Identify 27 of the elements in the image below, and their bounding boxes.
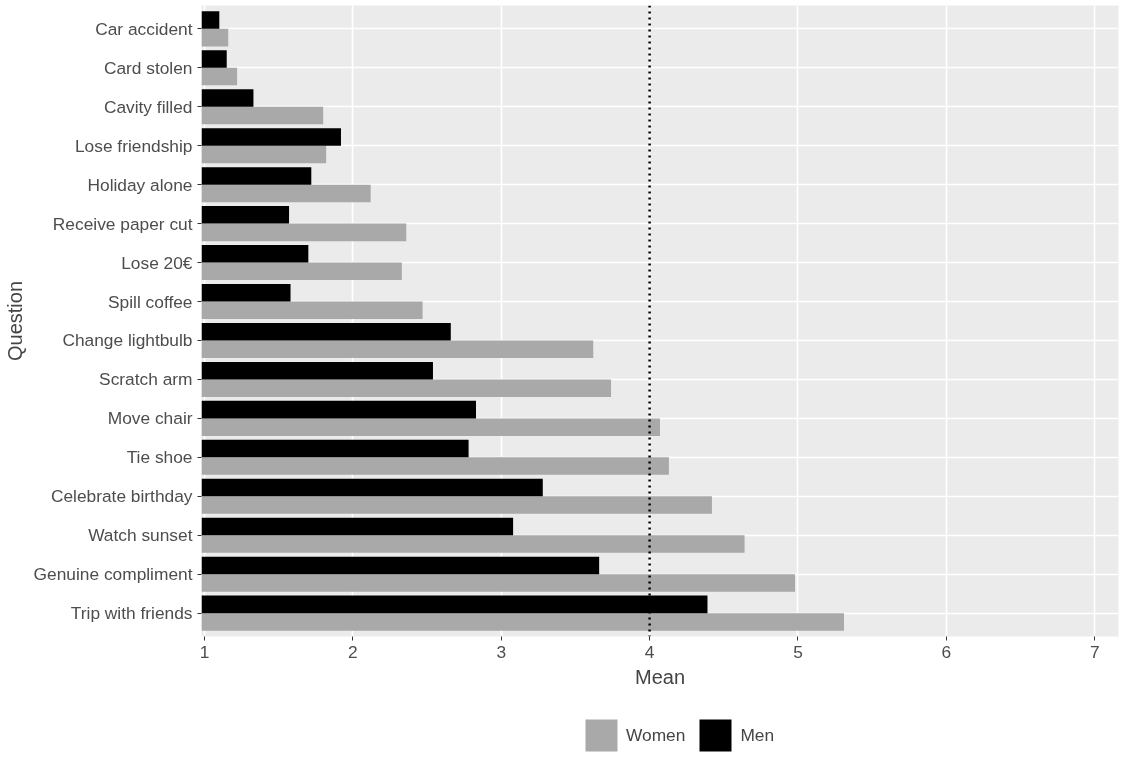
y-tick-label: Lose 20€ xyxy=(121,252,193,273)
y-tick-label: Spill coffee xyxy=(108,291,193,312)
y-tick-label: Tie shoe xyxy=(126,447,193,468)
x-tick-label: 2 xyxy=(348,641,358,662)
x-tick-label: 4 xyxy=(644,641,655,662)
x-tick-label: 5 xyxy=(793,641,803,662)
x-tick-label: 1 xyxy=(199,641,210,662)
y-tick-label: Card stolen xyxy=(103,57,193,78)
y-tick-label: Holiday alone xyxy=(87,174,193,195)
y-tick-label: Lose friendship xyxy=(74,135,193,156)
legend-label: Men xyxy=(740,724,775,746)
x-tick-label: 3 xyxy=(496,641,507,662)
x-tick-label: 6 xyxy=(941,641,952,662)
legend-label: Women xyxy=(626,724,686,746)
y-tick-label: Receive paper cut xyxy=(52,213,193,234)
y-tick-label: Trip with friends xyxy=(70,603,193,624)
y-tick-label: Move chair xyxy=(107,408,193,429)
x-tick-label: 7 xyxy=(1089,641,1100,662)
y-tick-label: Watch sunset xyxy=(88,525,193,546)
y-tick-label: Car accident xyxy=(95,18,193,39)
y-tick-label: Genuine compliment xyxy=(33,564,193,585)
x-axis-title: Mean xyxy=(634,665,686,688)
y-axis-title: Question xyxy=(3,280,26,362)
y-tick-label: Cavity filled xyxy=(103,96,193,117)
y-tick-label: Scratch arm xyxy=(99,369,193,390)
y-tick-label: Change lightbulb xyxy=(62,330,193,351)
y-tick-label: Celebrate birthday xyxy=(50,486,193,507)
